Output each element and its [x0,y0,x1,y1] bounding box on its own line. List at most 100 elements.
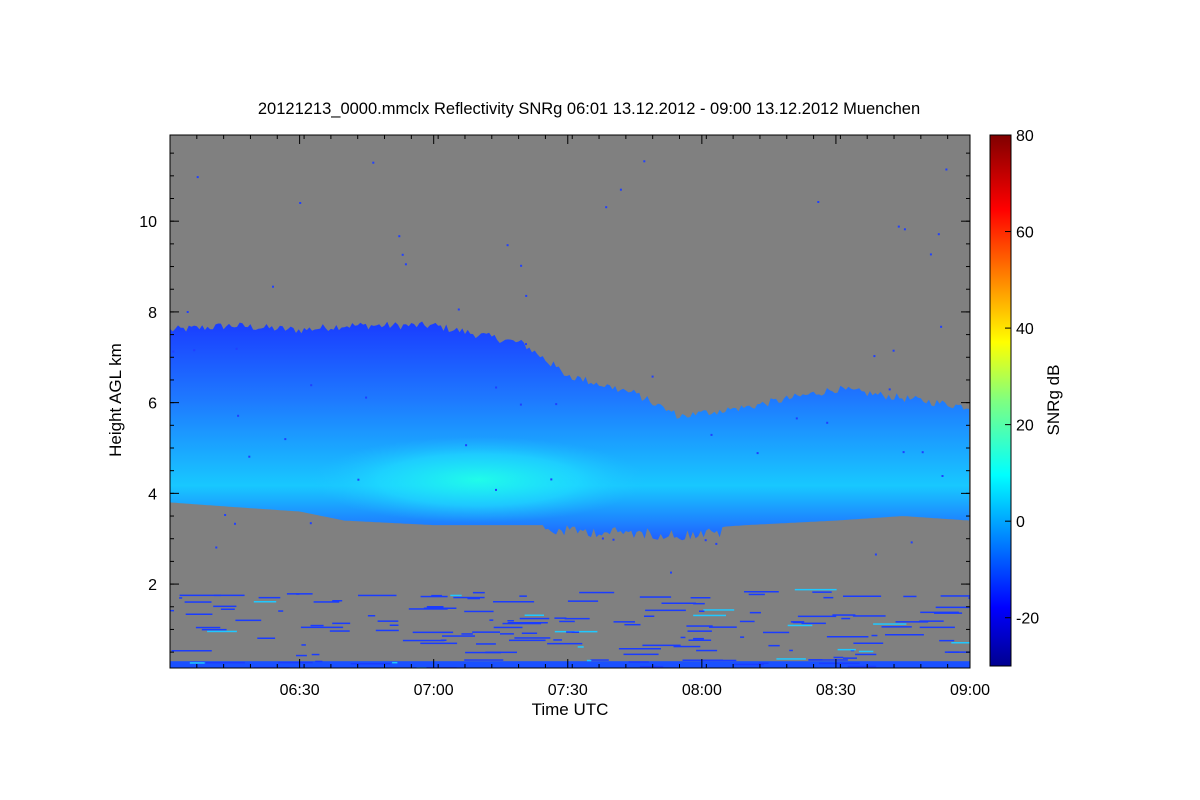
noise-speckle [873,355,876,358]
clutter-streak [313,601,340,603]
clutter-streak [682,659,723,661]
clutter-streak [329,630,350,632]
clutter-streak [661,602,696,604]
clutter-streak [739,620,755,623]
noise-speckle [601,537,604,540]
noise-speckle [941,475,944,477]
clutter-streak [493,626,523,629]
clutter-streak [184,601,212,603]
clutter-streak [571,631,580,633]
clutter-streak [509,639,546,642]
x-tick-label: 07:30 [548,682,588,699]
clutter-streak [693,614,726,617]
noise-speckle [945,168,948,171]
clutter-streak [311,653,320,656]
noise-speckle [224,514,227,516]
clutter-streak [688,639,712,641]
colorbar-tick-label: 40 [1016,321,1034,338]
noise-speckle [519,403,522,406]
clutter-streak [749,611,761,614]
clutter-streak [579,591,615,594]
x-tick-label: 06:30 [280,682,320,699]
clutter-streak [837,648,856,651]
x-tick-label: 08:00 [682,682,722,699]
noise-speckle [937,233,940,236]
clutter-streak [461,633,473,635]
clutter-streak [590,659,609,661]
clutter-streak [801,622,826,625]
clutter-streak [310,624,324,627]
noise-speckle [520,264,523,267]
clutter-streak [500,633,514,635]
clutter-streak [507,622,548,624]
colorbar-tick-label: 80 [1016,128,1034,145]
y-tick-label: 4 [148,486,157,503]
clutter-streak [553,639,562,641]
clutter-streak [823,596,834,599]
noise-speckle [186,311,189,313]
clutter-streak [740,636,745,638]
clutter-streak [489,619,494,621]
clutter-streak [642,644,681,647]
noise-speckle [605,206,608,209]
clutter-streak [919,626,955,629]
clutter-streak [832,614,856,616]
clutter-streak [935,606,970,609]
noise-speckle [310,384,313,387]
x-tick-label: 09:00 [950,682,990,699]
clutter-streak [833,656,844,659]
clutter-streak [920,611,959,614]
clutter-streak [426,606,444,608]
clutter-streak [852,615,886,617]
colorbar-label: SNRg dB [1044,365,1063,436]
clutter-streak [873,623,907,625]
noise-speckle [550,478,553,481]
clutter-streak [189,662,205,664]
clutter-streak [763,631,790,634]
noise-speckle [284,438,287,441]
clutter-streak [871,634,878,637]
noise-speckle [903,228,906,231]
clutter-streak [450,594,462,597]
clutter-streak [790,621,805,623]
colorbar-tick-label: 20 [1016,418,1034,435]
clutter-streak [559,620,575,623]
clutter-streak [577,646,584,648]
clutter-streak [733,663,764,666]
clutter-streak [423,607,457,609]
clutter-streak [919,620,944,622]
clutter-streak [367,615,376,617]
noise-speckle [795,417,798,420]
colorbar-ticks: -20 0 20 40 60 80 [1005,128,1039,628]
clutter-streak [673,645,701,648]
noise-speckle [940,325,943,328]
clutter-streak [787,624,813,627]
clutter-streak [521,632,538,634]
clutter-streak [278,661,313,664]
noise-speckle [892,349,895,352]
clutter-streak [776,658,806,660]
noise-speckle [172,350,175,353]
clutter-streak [507,620,514,622]
clutter-streak [623,653,659,656]
clutter-streak [968,597,970,599]
clutter-streak [940,595,970,597]
clutter-streak [358,594,397,597]
clutter-streak [843,657,857,659]
noise-speckle [235,347,238,350]
noise-speckle [756,452,759,455]
clutter-streak [858,650,874,653]
clutter-streak [951,642,970,644]
clutter-streak [286,593,313,595]
noise-speckle [525,343,527,346]
clutter-streak [653,665,657,668]
noise-speckle [910,541,913,544]
clutter-streak [502,622,542,625]
clutter-streak [846,595,869,597]
noise-speckle [237,414,240,417]
noise-speckle [234,522,236,525]
noise-speckle [902,451,905,454]
clutter-streak [420,642,458,645]
noise-speckle [404,263,407,266]
clutter-streak [703,609,735,611]
